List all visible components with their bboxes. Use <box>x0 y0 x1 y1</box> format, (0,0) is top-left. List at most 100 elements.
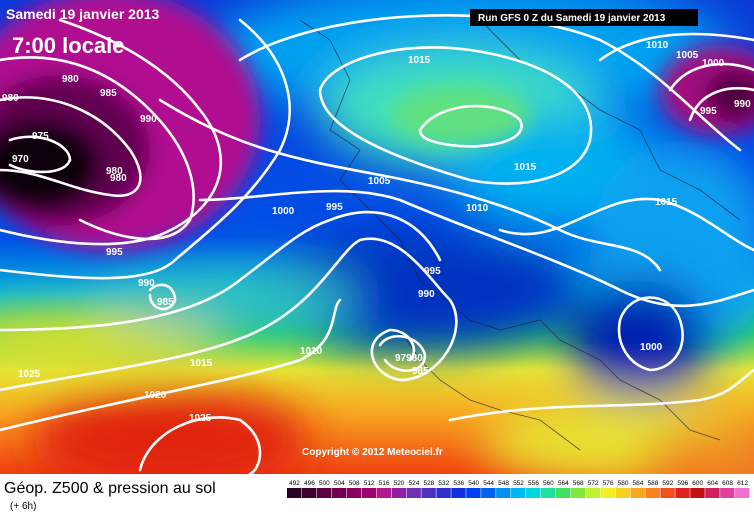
isobar-label: 1015 <box>190 358 213 369</box>
scale-label: 568 <box>573 480 584 487</box>
isobar-label: 1015 <box>514 162 537 173</box>
scale-label: 520 <box>394 480 405 487</box>
isobar-label: 985 <box>100 88 117 99</box>
isobar-label: 990 <box>734 99 751 110</box>
scale-label: 580 <box>618 480 629 487</box>
scale-swatch <box>570 488 586 498</box>
scale-swatch <box>660 488 675 498</box>
scale-label: 588 <box>647 480 658 487</box>
scale-label: 576 <box>603 480 614 487</box>
scale-swatch <box>421 488 436 498</box>
scale-label: 540 <box>468 480 479 487</box>
scale-label: 596 <box>677 480 688 487</box>
isobar-label: 1015 <box>408 55 431 66</box>
isobar-label: 1025 <box>18 369 41 380</box>
scale-label: 592 <box>662 480 673 487</box>
scale-label: 608 <box>722 480 733 487</box>
scale-swatch <box>301 488 317 498</box>
isobar-label: 1010 <box>466 203 489 214</box>
isobar-label: 970 <box>12 154 29 165</box>
scale-label: 572 <box>588 480 599 487</box>
scale-label: 564 <box>558 480 569 487</box>
scale-label: 604 <box>707 480 718 487</box>
scale-label: 560 <box>543 480 554 487</box>
scale-swatch <box>675 488 690 498</box>
scale-swatch <box>376 488 392 498</box>
isobar-label: 1005 <box>368 176 391 187</box>
time: 7:00 locale <box>12 33 125 58</box>
scale-label: 552 <box>513 480 524 487</box>
scale-swatch <box>391 488 406 498</box>
scale-swatch <box>735 488 750 498</box>
scale-swatch <box>287 488 302 498</box>
scale-label: 492 <box>289 480 300 487</box>
legend-title: Géop. Z500 & pression au sol <box>4 480 216 497</box>
isobar-label: 980 <box>106 166 123 177</box>
isobar-label: 1025 <box>189 413 212 424</box>
scale-label: 528 <box>423 480 434 487</box>
scale-label: 504 <box>334 480 345 487</box>
color-scale: 492 496 500 504 508 512 516 520 524 528 532 536 540 5… <box>287 480 750 498</box>
scale-swatch <box>720 488 735 498</box>
scale-swatch <box>466 488 481 498</box>
isobar-label: 97980 <box>395 353 423 364</box>
isobar-label: 990 <box>418 289 435 300</box>
scale-swatch <box>600 488 616 498</box>
isobar-label: 1000 <box>640 342 663 353</box>
scale-swatch <box>316 488 332 498</box>
scale-swatch <box>451 488 466 498</box>
isobar-label: 990 <box>140 114 157 125</box>
isobar-label: 995 <box>106 247 123 258</box>
isobar-label: 1010 <box>300 346 323 357</box>
scale-swatch <box>436 488 451 498</box>
lead-time: (+ 6h) <box>10 501 36 512</box>
scale-swatch <box>496 488 511 498</box>
scale-swatch <box>406 488 421 498</box>
scale-swatch <box>346 488 362 498</box>
scale-swatch <box>630 488 645 498</box>
scale-label: 496 <box>304 480 315 487</box>
isobar-label: 1020 <box>144 390 167 401</box>
isobar-label: 995 <box>700 106 717 117</box>
scale-swatch <box>585 488 601 498</box>
isobar-label: 1015 <box>655 197 678 208</box>
copyright: Copyright © 2012 Meteociel.fr <box>302 447 443 458</box>
isobar-label: 1000 <box>272 206 295 217</box>
date: Samedi 19 janvier 2013 <box>6 6 160 22</box>
scale-label: 532 <box>438 480 449 487</box>
isobar-label: 990 <box>138 278 155 289</box>
scale-swatch <box>361 488 377 498</box>
scale-label: 544 <box>483 480 494 487</box>
scale-swatch <box>331 488 347 498</box>
scale-swatch <box>525 488 541 498</box>
scale-label: 600 <box>692 480 703 487</box>
scale-label: 556 <box>528 480 539 487</box>
scale-swatch <box>615 488 631 498</box>
isobar-label: 995 <box>326 202 343 213</box>
isobar-label: 985 <box>157 297 174 308</box>
scale-label: 512 <box>364 480 375 487</box>
scale-swatch <box>540 488 556 498</box>
isobar-label: 1010 <box>646 40 669 51</box>
scale-label: 516 <box>379 480 390 487</box>
scale-label: 584 <box>633 480 644 487</box>
scale-label: 524 <box>409 480 420 487</box>
scale-swatch <box>705 488 720 498</box>
isobar-label: 1000 <box>702 58 725 69</box>
isobar-label: 980 <box>62 74 79 85</box>
scale-label: 612 <box>737 480 748 487</box>
isobar-label: 980 <box>110 173 127 184</box>
scale-swatch <box>511 488 526 498</box>
isobar-label: 1005 <box>676 50 699 61</box>
isobar-label: 985 <box>412 366 429 377</box>
scale-swatch <box>645 488 660 498</box>
isobars <box>0 14 754 474</box>
run-info: Run GFS 0 Z du Samedi 19 janvier 2013 <box>478 13 666 24</box>
isobar-label: 980 <box>2 93 19 104</box>
scale-swatch <box>555 488 571 498</box>
scale-label: 500 <box>319 480 330 487</box>
run-box <box>470 9 698 26</box>
